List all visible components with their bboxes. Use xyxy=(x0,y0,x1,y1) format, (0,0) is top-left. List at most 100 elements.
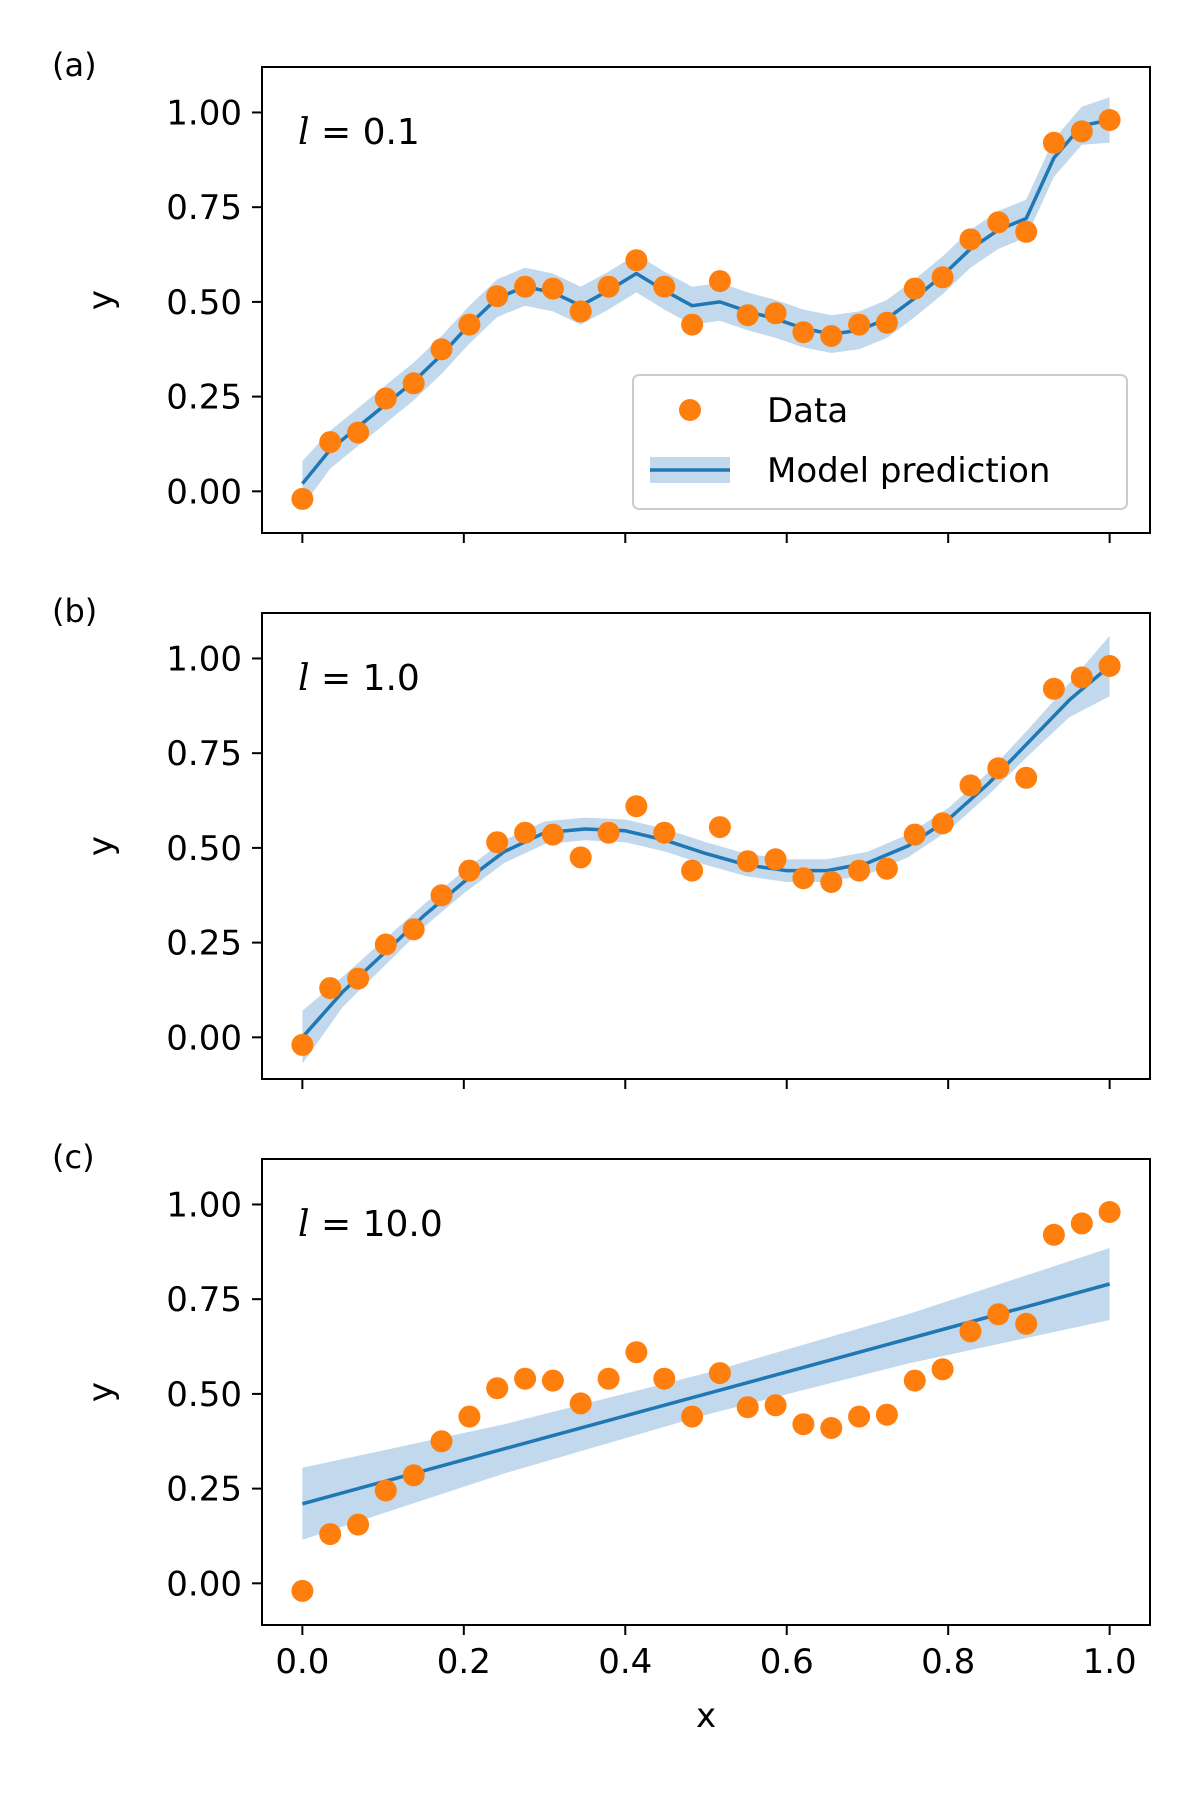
data-point xyxy=(430,1430,453,1453)
data-point xyxy=(848,313,871,336)
y-tick-label: 0.00 xyxy=(166,472,242,512)
data-point xyxy=(987,757,1010,780)
data-point xyxy=(764,1394,787,1417)
data-point xyxy=(1098,655,1121,677)
data-point xyxy=(820,1417,843,1439)
data-point xyxy=(625,795,648,818)
data-point xyxy=(514,821,537,844)
data-point xyxy=(486,285,509,308)
data-point xyxy=(347,1513,370,1536)
data-point xyxy=(848,1405,871,1428)
data-point xyxy=(597,821,620,844)
data-point xyxy=(792,1413,815,1436)
x-tick-label: 0.0 xyxy=(275,1642,329,1682)
y-axis-label: y xyxy=(81,836,121,856)
data-point xyxy=(1070,120,1093,143)
data-point xyxy=(708,270,731,293)
data-point xyxy=(820,325,843,347)
data-point xyxy=(708,1362,731,1385)
x-tick-label: 0.6 xyxy=(760,1642,814,1682)
data-point xyxy=(319,431,342,454)
x-tick-label: 0.4 xyxy=(598,1642,652,1682)
data-point xyxy=(1015,1312,1038,1335)
data-point xyxy=(291,1033,314,1056)
y-tick-label: 1.00 xyxy=(166,93,242,133)
y-axis-label: y xyxy=(81,1382,121,1402)
y-tick-label: 0.00 xyxy=(166,1018,242,1058)
data-point xyxy=(736,304,759,327)
data-point xyxy=(653,275,676,298)
data-point xyxy=(458,313,481,336)
panel-3: 0.0 0.2 0.4 0.6 0.8 1.0 0.00 0.25 0.50 0.75 1.00 y x… xyxy=(52,1138,1151,1736)
model-prediction-line xyxy=(301,1282,1111,1506)
y-axis-label: y xyxy=(81,290,121,310)
length-scale-value: = 10.0 xyxy=(310,1204,443,1245)
data-point xyxy=(569,300,592,323)
y-tick-label: 0.00 xyxy=(166,1564,242,1604)
data-point xyxy=(848,859,871,882)
plot-frame xyxy=(261,66,1151,534)
length-scale-value: = 1.0 xyxy=(310,658,420,699)
data-point xyxy=(374,387,397,410)
uncertainty-band xyxy=(302,97,1110,507)
data-point xyxy=(430,338,453,361)
data-point xyxy=(541,823,564,846)
y-tick-label: 0.50 xyxy=(166,1375,242,1415)
y-tick-label: 0.25 xyxy=(166,378,242,418)
panel-2: 0.00 0.25 0.50 0.75 1.00 y (b) l = 1.0 xyxy=(52,592,1151,1089)
data-point xyxy=(347,967,370,990)
data-point xyxy=(319,1523,342,1546)
x-tick-label: 0.2 xyxy=(437,1642,491,1682)
data-point xyxy=(541,277,564,300)
data-point xyxy=(402,372,425,395)
data-point xyxy=(625,249,648,272)
data-point xyxy=(820,871,843,893)
data-point xyxy=(374,1479,397,1502)
data-point xyxy=(319,977,342,1000)
data-point xyxy=(987,211,1010,234)
data-point xyxy=(736,1396,759,1419)
data-point xyxy=(430,884,453,907)
data-point xyxy=(1070,666,1093,689)
data-point xyxy=(903,277,926,300)
length-scale-symbol: l xyxy=(298,112,310,153)
legend-model-label: Model prediction xyxy=(767,451,1050,491)
y-tick-label: 0.75 xyxy=(166,188,242,228)
data-point xyxy=(931,1358,954,1381)
legend-data-label: Data xyxy=(767,391,848,431)
data-point xyxy=(987,1303,1010,1326)
y-tick-label: 0.25 xyxy=(166,924,242,964)
y-tick-label: 0.50 xyxy=(166,283,242,323)
x-tick-label: 0.8 xyxy=(921,1642,975,1682)
data-point xyxy=(653,1367,676,1390)
data-point xyxy=(1015,220,1038,243)
y-tick-label: 1.00 xyxy=(166,639,242,679)
length-scale-value: = 0.1 xyxy=(310,112,420,153)
data-point xyxy=(402,1464,425,1487)
length-scale-annotation: l = 10.0 xyxy=(298,1204,443,1245)
y-tick-label: 1.00 xyxy=(166,1185,242,1225)
data-point xyxy=(875,857,898,880)
data-point xyxy=(597,275,620,298)
data-point xyxy=(347,421,370,444)
data-point xyxy=(931,812,954,835)
data-point xyxy=(792,867,815,890)
data-point xyxy=(402,918,425,941)
data-point xyxy=(681,313,704,336)
data-point xyxy=(959,228,982,251)
data-point xyxy=(959,774,982,797)
length-scale-symbol: l xyxy=(298,658,310,699)
data-point xyxy=(1042,131,1065,154)
length-scale-symbol: l xyxy=(298,1204,310,1245)
data-point xyxy=(1015,766,1038,789)
panel-label: (b) xyxy=(52,592,97,630)
length-scale-annotation: l = 0.1 xyxy=(298,112,420,153)
data-point xyxy=(597,1367,620,1390)
data-point xyxy=(875,311,898,334)
data-point xyxy=(374,933,397,956)
data-point xyxy=(736,850,759,873)
legend-data-marker xyxy=(679,399,701,421)
y-tick-label: 0.25 xyxy=(166,1470,242,1510)
data-point xyxy=(514,275,537,298)
x-axis-label: x xyxy=(696,1696,716,1736)
